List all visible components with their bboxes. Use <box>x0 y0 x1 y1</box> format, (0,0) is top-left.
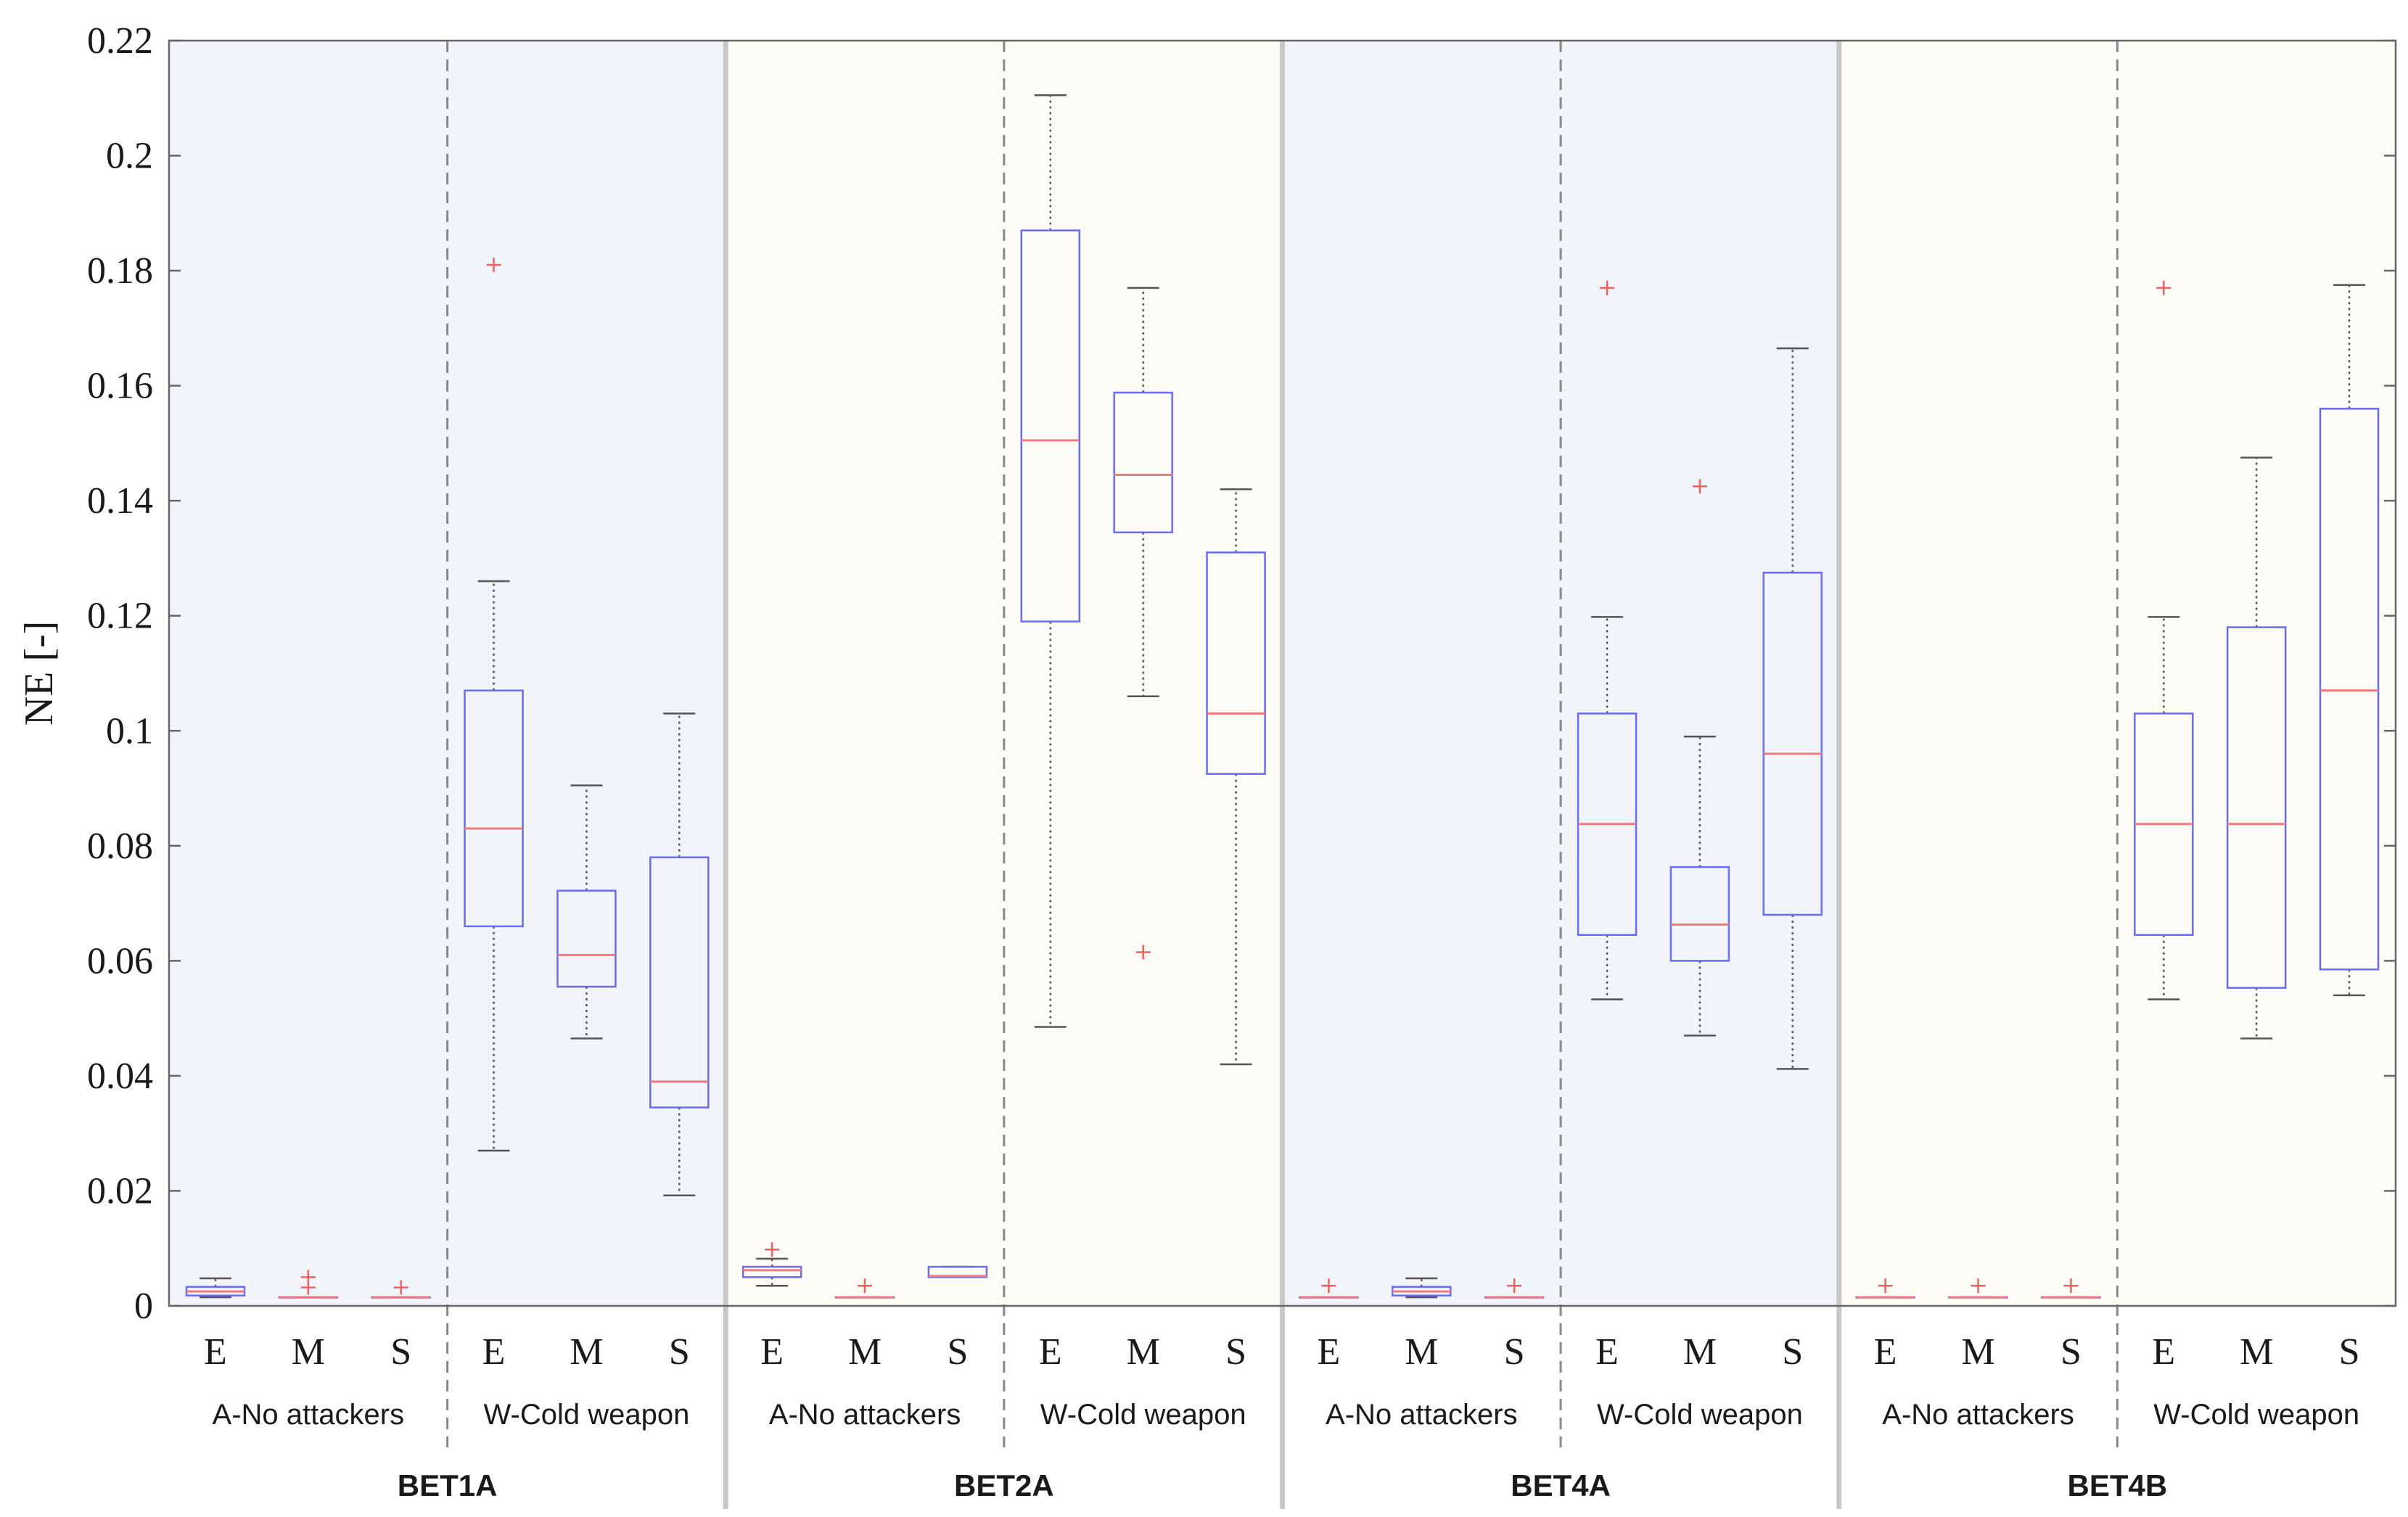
outlier-marker <box>1600 280 1615 295</box>
y-tick-label: 0.2 <box>106 136 153 177</box>
x-category-label: M <box>1405 1331 1438 1373</box>
group-label: A-No attackers <box>769 1399 961 1431</box>
y-tick-label: 0.06 <box>87 940 153 982</box>
y-tick-label: 0.04 <box>87 1056 153 1097</box>
panel-label: BET4A <box>1511 1468 1611 1502</box>
x-category-label: M <box>570 1331 603 1373</box>
box <box>1206 551 1266 775</box>
outlier-marker <box>486 258 501 273</box>
x-category-label: E <box>2152 1331 2175 1373</box>
group-label: W-Cold weapon <box>2153 1399 2359 1431</box>
box <box>1020 229 1081 622</box>
outlier-marker <box>2063 1278 2079 1294</box>
x-category-label: M <box>1683 1331 1717 1373</box>
x-category-label: M <box>2240 1331 2273 1373</box>
panel-label: BET1A <box>398 1468 498 1502</box>
outlier-marker <box>300 1270 316 1285</box>
group-label: A-No attackers <box>1326 1399 1518 1431</box>
dividers <box>446 41 2119 1509</box>
y-axis-label: NE [-] <box>17 621 62 726</box>
outlier-marker <box>1692 479 1707 494</box>
x-category-label: E <box>482 1331 506 1373</box>
outlier-marker <box>2156 280 2171 295</box>
y-tick-label: 0.14 <box>87 480 153 522</box>
x-category-label: S <box>2339 1331 2360 1373</box>
axes <box>168 39 2397 1307</box>
x-category-label: M <box>848 1331 882 1373</box>
y-tick-label: 0.1 <box>106 710 153 752</box>
box <box>1113 391 1173 534</box>
panel-label: BET2A <box>954 1468 1054 1502</box>
plot-frame <box>168 39 2397 1307</box>
y-tick-label: 0.02 <box>87 1170 153 1212</box>
x-category-label: E <box>204 1331 227 1373</box>
x-category-label: E <box>1874 1331 1897 1373</box>
outlier-marker <box>1507 1278 1522 1294</box>
group-label: A-No attackers <box>213 1399 405 1431</box>
outlier-marker <box>393 1280 408 1295</box>
box <box>464 689 524 928</box>
group-label: W-Cold weapon <box>1597 1399 1803 1431</box>
box <box>2319 408 2380 971</box>
box <box>1762 572 1823 916</box>
box <box>1669 866 1730 962</box>
x-category-label: E <box>760 1331 784 1373</box>
x-category-label: S <box>2060 1331 2082 1373</box>
group-label: A-No attackers <box>1882 1399 2074 1431</box>
x-category-label: S <box>1782 1331 1803 1373</box>
x-category-label: E <box>1318 1331 1341 1373</box>
x-category-label: M <box>1961 1331 1994 1373</box>
group-label: W-Cold weapon <box>484 1399 690 1431</box>
outlier-marker <box>1135 945 1151 960</box>
group-label: W-Cold weapon <box>1040 1399 1246 1431</box>
outlier-marker <box>1878 1278 1893 1294</box>
box <box>927 1265 988 1278</box>
outlier-marker <box>765 1242 780 1257</box>
boxes <box>185 94 2380 1299</box>
box <box>2226 626 2287 989</box>
y-tick-label: 0.18 <box>87 250 153 292</box>
box <box>556 889 617 988</box>
x-category-label: S <box>1225 1331 1246 1373</box>
y-tick-label: 0.12 <box>87 596 153 637</box>
y-tick-label: 0.16 <box>87 366 153 407</box>
outlier-marker <box>1321 1278 1336 1294</box>
y-tick-label: 0.22 <box>87 20 153 62</box>
panel-label: BET4B <box>2068 1468 2168 1502</box>
box <box>649 856 710 1109</box>
x-category-label: M <box>292 1331 325 1373</box>
y-tick-label: 0.08 <box>87 826 153 867</box>
box <box>741 1265 802 1278</box>
labels: 0 0.02 0.04 0.06 0.08 0.1 0.12 0.14 0.16 0.18 0.2 0… <box>87 20 2360 1502</box>
outlier-marker <box>1971 1278 1986 1294</box>
y-tick-label: 0 <box>134 1286 153 1327</box>
x-category-label: S <box>390 1331 411 1373</box>
outlier-marker <box>858 1278 873 1294</box>
x-category-label: E <box>1039 1331 1062 1373</box>
x-category-label: E <box>1595 1331 1619 1373</box>
x-category-label: S <box>1504 1331 1525 1373</box>
x-category-label: M <box>1127 1331 1160 1373</box>
x-category-label: S <box>947 1331 968 1373</box>
x-category-label: S <box>669 1331 690 1373</box>
